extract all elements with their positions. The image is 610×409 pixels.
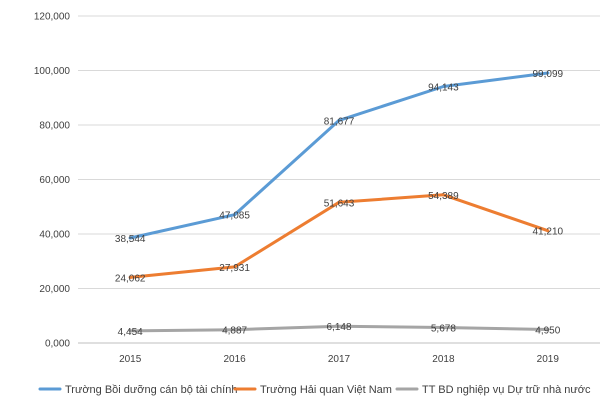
data-label: 5,678 (431, 324, 456, 335)
data-label: 38,544 (115, 234, 146, 245)
y-tick-label: 20,000 (39, 284, 70, 295)
data-point (337, 324, 341, 328)
axes: 0,000 20,000 40,000 60,000 80,000 100,000 120,… (34, 12, 560, 366)
data-point (441, 193, 445, 197)
x-tick-label: 2015 (119, 354, 142, 365)
data-label: 6,148 (326, 322, 351, 333)
data-point (546, 71, 550, 75)
data-label: 24,062 (115, 273, 146, 284)
data-point (233, 213, 237, 217)
data-label: 41,210 (533, 227, 564, 238)
data-label: 51,643 (324, 198, 355, 209)
y-tick-label: 0,000 (45, 339, 70, 350)
data-label: 4,454 (118, 327, 143, 338)
data-label: 47,085 (219, 211, 250, 222)
data-labels: 38,544 47,085 81,677 94,143 99,099 24,062 27,9… (115, 69, 564, 338)
x-tick-label: 2019 (537, 354, 560, 365)
data-point (128, 275, 132, 279)
data-point (128, 236, 132, 240)
y-tick-label: 40,000 (39, 230, 70, 241)
data-label: 99,099 (533, 69, 564, 80)
data-point (546, 229, 550, 233)
y-tick-label: 100,000 (34, 66, 71, 77)
data-point (128, 329, 132, 333)
legend-label: Trường Hải quan Việt Nam (260, 384, 392, 396)
legend: Trường Bồi dưỡng cán bộ tài chính Trường … (38, 384, 591, 396)
x-tick-label: 2018 (432, 354, 455, 365)
data-label: 54,389 (428, 191, 459, 202)
data-point (546, 328, 550, 332)
data-point (441, 326, 445, 330)
data-point (337, 118, 341, 122)
y-tick-label: 120,000 (34, 12, 71, 23)
data-label: 4,950 (535, 326, 560, 337)
x-tick-label: 2016 (223, 354, 246, 365)
y-tick-label: 80,000 (39, 121, 70, 132)
gridlines (78, 15, 600, 344)
series-lines (128, 71, 550, 333)
x-tick-label: 2017 (328, 354, 351, 365)
data-point (233, 265, 237, 269)
data-label: 27,931 (219, 263, 250, 274)
data-point (441, 84, 445, 88)
data-label: 94,143 (428, 82, 459, 93)
y-tick-label: 60,000 (39, 175, 70, 186)
legend-label: Trường Bồi dưỡng cán bộ tài chính (65, 384, 237, 396)
data-label: 4,887 (222, 326, 247, 337)
data-point (337, 200, 341, 204)
legend-label: TT BD nghiệp vụ Dự trữ nhà nước (422, 384, 591, 396)
data-point (233, 328, 237, 332)
series-line (128, 71, 550, 240)
data-label: 81,677 (324, 116, 355, 127)
